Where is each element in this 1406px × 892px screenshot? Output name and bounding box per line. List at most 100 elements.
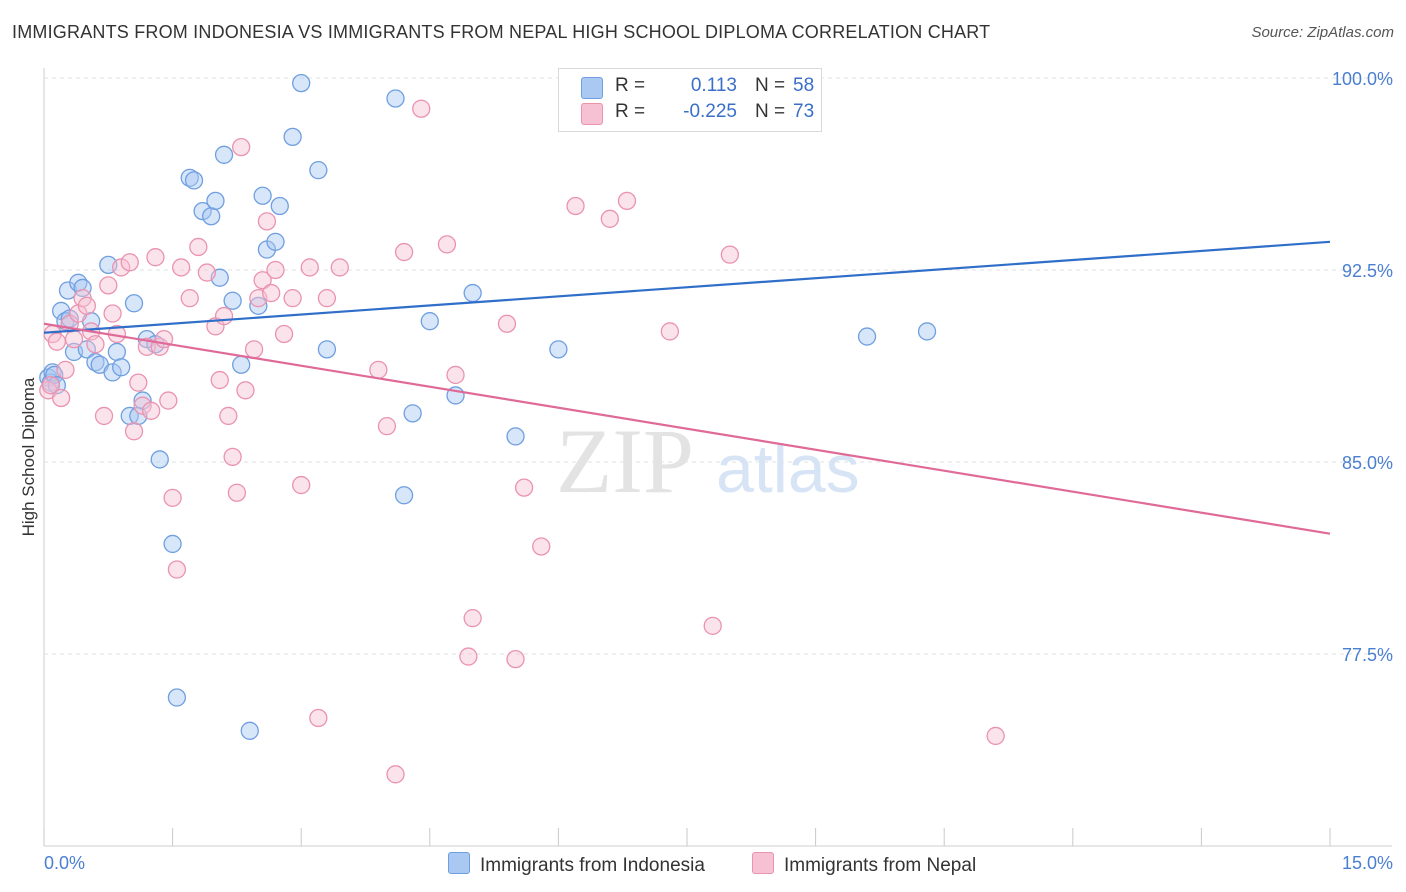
- y-tick-label: 100.0%: [1332, 69, 1393, 89]
- indonesia-point: [202, 207, 221, 226]
- indonesia-point: [549, 340, 568, 359]
- y-axis-title: High School Diploma: [19, 377, 38, 536]
- indonesia-point: [506, 427, 525, 446]
- n-label: N =: [755, 75, 786, 96]
- nepal-point: [189, 237, 208, 257]
- indonesia-point: [193, 201, 212, 221]
- nepal-point: [120, 253, 139, 272]
- correlation-legend: R = 0.113 N = 58 R = -0.225 N = 73: [558, 68, 822, 132]
- n-value: 73: [793, 101, 815, 122]
- indonesia-point: [463, 283, 482, 303]
- nepal-point: [720, 245, 740, 264]
- r-label: R =: [615, 75, 646, 96]
- nepal-point: [514, 478, 534, 497]
- nepal-point: [330, 258, 349, 277]
- nepal-point: [617, 191, 637, 211]
- nepal-point: [223, 447, 242, 467]
- nepal-point: [377, 417, 397, 436]
- y-tick-label: 77.5%: [1342, 645, 1393, 665]
- x-tick-label-min: 0.0%: [44, 853, 85, 873]
- nepal-point: [232, 137, 251, 157]
- indonesia-point: [124, 294, 144, 313]
- r-value: 0.113: [690, 75, 737, 96]
- legend-item-indonesia: Immigrants from Indonesia: [448, 852, 705, 877]
- indonesia-point: [253, 186, 272, 205]
- nepal-point: [600, 209, 619, 228]
- indonesia-point: [270, 196, 289, 216]
- nepal-point: [283, 289, 302, 308]
- nepal-point: [129, 373, 148, 392]
- nepal-point: [986, 726, 1005, 746]
- nepal-point: [236, 381, 255, 400]
- nepal-legend-swatch: [752, 852, 774, 874]
- r-label: R =: [615, 101, 646, 122]
- nepal-point: [300, 258, 319, 277]
- indonesia-trend-line: [43, 240, 1331, 334]
- indonesia-point: [240, 721, 259, 740]
- nepal-point: [86, 335, 105, 354]
- nepal-point: [566, 196, 585, 216]
- series-indonesia-points: [39, 73, 937, 740]
- nepal-point: [99, 276, 118, 295]
- indonesia-point: [206, 191, 225, 211]
- nepal-point: [167, 560, 187, 579]
- nepal-point: [317, 289, 337, 308]
- indonesia-point: [112, 358, 131, 377]
- nepal-point: [112, 258, 131, 277]
- nepal-point: [463, 609, 482, 628]
- indonesia-point: [309, 161, 328, 180]
- nepal-point: [369, 360, 388, 379]
- nepal-point: [197, 263, 217, 282]
- indonesia-point: [283, 127, 302, 147]
- watermark: ZIP atlas: [556, 410, 860, 512]
- nepal-point: [210, 370, 229, 390]
- nepal-legend-label: Immigrants from Nepal: [784, 855, 977, 876]
- watermark-atlas: atlas: [716, 431, 860, 507]
- indonesia-point: [292, 73, 311, 93]
- nepal-point: [274, 324, 294, 344]
- nepal-point: [459, 647, 478, 666]
- indonesia-point: [184, 171, 204, 190]
- nepal-point: [41, 376, 61, 395]
- indonesia-point: [420, 312, 439, 331]
- nepal-point: [412, 99, 431, 118]
- indonesia-legend-label: Immigrants from Indonesia: [480, 855, 705, 876]
- indonesia-point: [403, 404, 422, 423]
- nepal-point: [137, 337, 157, 356]
- indonesia-point: [107, 342, 127, 362]
- n-label: N =: [755, 101, 786, 122]
- chart-title: IMMIGRANTS FROM INDONESIA VS IMMIGRANTS …: [12, 22, 991, 42]
- nepal-point: [386, 765, 405, 784]
- nepal-point: [532, 537, 551, 556]
- nepal-point: [244, 340, 264, 359]
- indonesia-point: [394, 486, 414, 505]
- y-tick-label: 85.0%: [1342, 453, 1393, 473]
- nepal-point: [446, 365, 465, 385]
- indonesia-point: [214, 145, 234, 164]
- nepal-point: [159, 391, 178, 410]
- nepal-point: [133, 396, 152, 415]
- nepal-point: [506, 649, 525, 669]
- series-nepal-points: [39, 99, 1005, 784]
- indonesia-point: [150, 450, 169, 469]
- nepal-point: [266, 260, 285, 280]
- nepal-point: [180, 289, 199, 308]
- nepal-point: [64, 329, 84, 349]
- legend-item-nepal: Immigrants from Nepal: [752, 852, 976, 877]
- indonesia-point: [167, 688, 187, 707]
- indonesia-point: [249, 296, 268, 315]
- nepal-point: [51, 388, 71, 408]
- indonesia-point: [317, 340, 337, 359]
- x-tick-label-max: 15.0%: [1342, 853, 1393, 873]
- nepal-point: [227, 483, 247, 502]
- indonesia-point: [73, 278, 92, 298]
- nepal-point: [437, 235, 457, 254]
- indonesia-point: [163, 534, 182, 554]
- nepal-point: [94, 406, 114, 426]
- nepal-point: [56, 360, 75, 379]
- nepal-point: [77, 296, 97, 315]
- nepal-point: [497, 314, 517, 333]
- nepal-point: [172, 258, 191, 277]
- nepal-point: [309, 708, 328, 728]
